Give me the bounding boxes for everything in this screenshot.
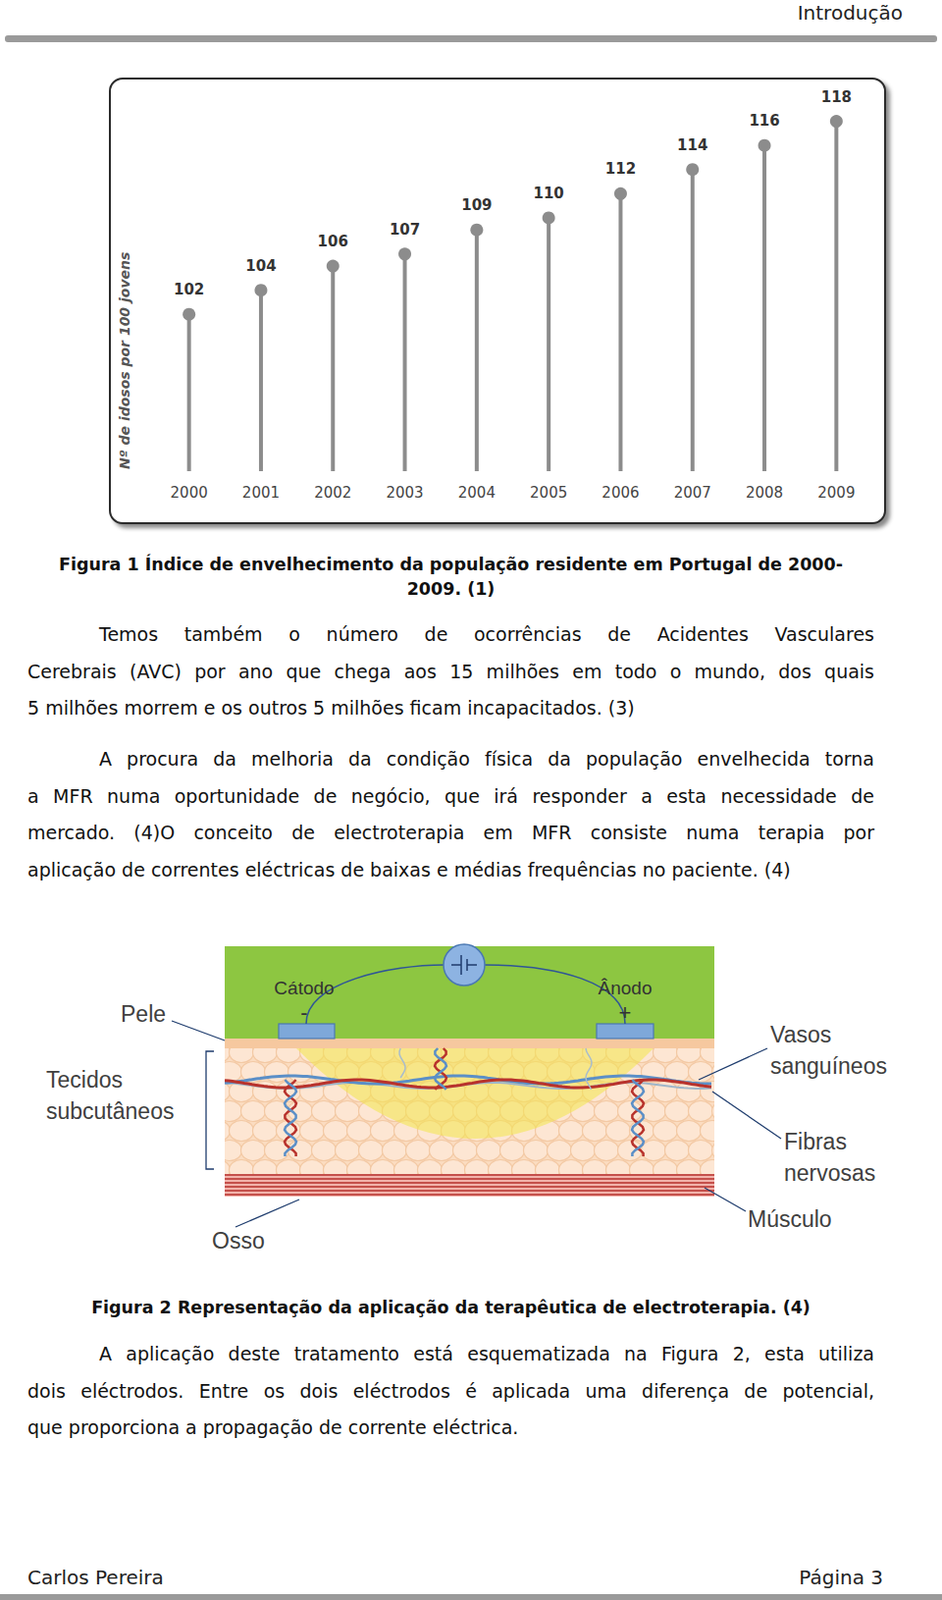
- html-text:a MFR numa oportunidade de neg: a MFR numa oportunidade de negócio, que …: [27, 784, 875, 807]
- svg-text:subcutâneos: subcutâneos: [46, 1098, 174, 1124]
- html-text:5 milhões morrem e os outros 5: 5 milhões morrem e os outros 5 milhões f…: [27, 696, 635, 719]
- html-text:A aplicação deste tratamento e: A aplicação deste tratamento está esquem…: [99, 1342, 875, 1364]
- svg-text:2001: 2001: [242, 483, 280, 502]
- svg-text:nervosas: nervosas: [784, 1159, 876, 1186]
- svg-text:107: 107: [389, 220, 420, 239]
- html-text:2009. (1): 2009. (1): [406, 578, 495, 599]
- html-text:Introdução: Introdução: [797, 0, 903, 25]
- svg-text:118: 118: [821, 88, 852, 106]
- svg-text:-: -: [300, 999, 308, 1025]
- svg-text:112: 112: [605, 159, 636, 178]
- svg-text:2004: 2004: [458, 483, 496, 502]
- html-text:que proporciona a propagação d: que proporciona a propagação de corrente…: [27, 1415, 519, 1438]
- svg-text:Cátodo: Cátodo: [273, 977, 334, 998]
- html-text:Página 3: Página 3: [799, 1565, 884, 1589]
- svg-text:Vasos: Vasos: [770, 1021, 832, 1047]
- svg-text:Osso: Osso: [211, 1227, 265, 1254]
- svg-text:sanguíneos: sanguíneos: [770, 1052, 888, 1079]
- svg-text:116: 116: [748, 111, 780, 130]
- svg-text:2009: 2009: [817, 483, 855, 502]
- svg-text:Nº de idosos por 100 jovens: Nº de idosos por 100 jovens: [116, 252, 133, 470]
- svg-text:Pele: Pele: [120, 1000, 166, 1027]
- svg-text:106: 106: [317, 232, 349, 251]
- html-text:dois eléctrodos. Entre os dois: dois eléctrodos. Entre os dois eléctrodo…: [27, 1379, 875, 1401]
- svg-text:2003: 2003: [385, 483, 423, 502]
- svg-text:2002: 2002: [314, 483, 352, 502]
- svg-text:+: +: [619, 999, 632, 1025]
- svg-text:2005: 2005: [529, 483, 568, 502]
- html-text:A procura da melhoria da condi: A procura da melhoria da condição física…: [99, 747, 875, 770]
- html-text:Figura 2 Representação da apli: Figura 2 Representação da aplicação da t…: [91, 1297, 811, 1317]
- html-text:aplicação de correntes eléctri: aplicação de correntes eléctricas de bai…: [27, 858, 791, 880]
- svg-text:2007: 2007: [674, 483, 712, 502]
- svg-text:2000: 2000: [170, 483, 209, 502]
- svg-text:110: 110: [532, 184, 564, 203]
- svg-text:Ânodo: Ânodo: [598, 977, 653, 998]
- svg-text:114: 114: [677, 136, 708, 155]
- html-text:mercado. (4)O conceito de elec: mercado. (4)O conceito de electroterapia…: [27, 821, 875, 843]
- html-text:Temos também o número de ocorr: Temos também o número de ocorrências de …: [99, 623, 875, 645]
- svg-text:102: 102: [173, 280, 205, 299]
- svg-text:Tecidos: Tecidos: [46, 1066, 123, 1093]
- svg-text:Músculo: Músculo: [747, 1205, 833, 1232]
- svg-text:109: 109: [461, 196, 492, 214]
- svg-text:Fibras: Fibras: [784, 1128, 847, 1154]
- html-text:Carlos Pereira: Carlos Pereira: [27, 1565, 164, 1589]
- html-text:Cerebrais (AVC) por ano que ch: Cerebrais (AVC) por ano que chega aos 15…: [27, 659, 875, 682]
- svg-text:2006: 2006: [601, 483, 639, 502]
- svg-text:2008: 2008: [745, 483, 784, 502]
- svg-text:104: 104: [245, 257, 276, 275]
- html-text:Figura 1 Índice de envelhecime: Figura 1 Índice de envelhecimento da pop…: [58, 554, 843, 575]
